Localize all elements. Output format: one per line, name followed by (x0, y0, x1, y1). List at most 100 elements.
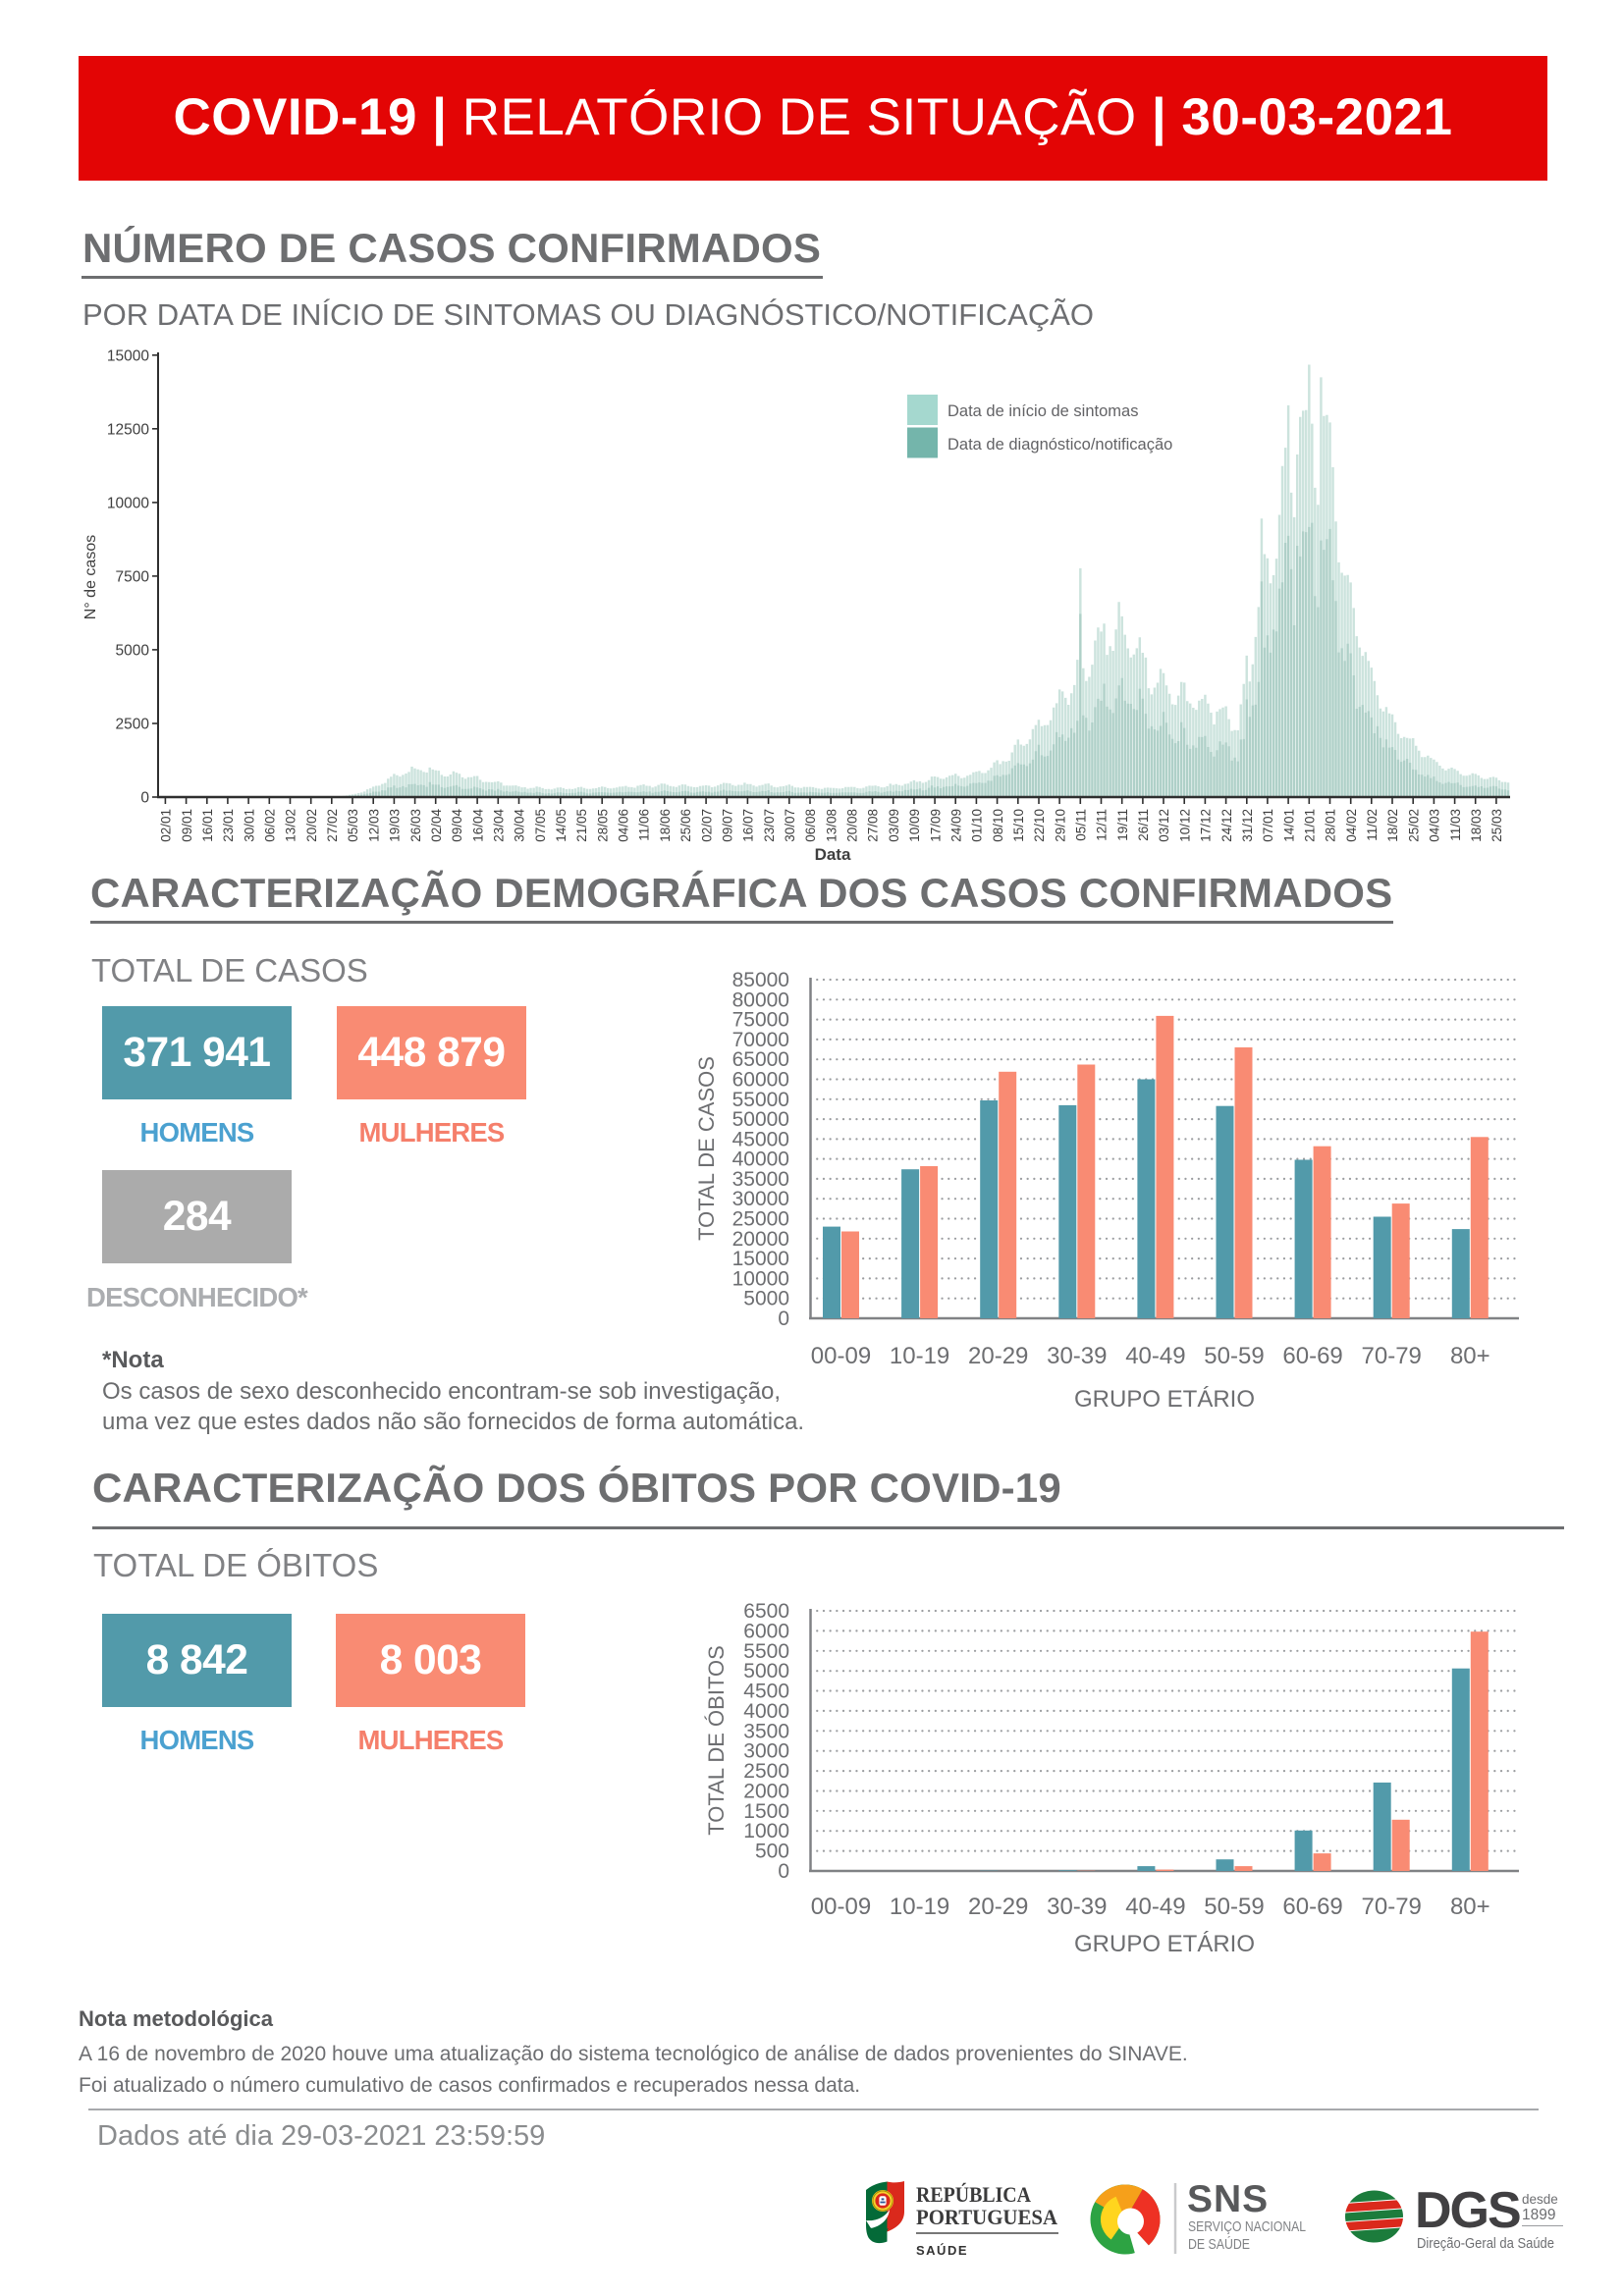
svg-text:5000: 5000 (743, 1660, 789, 1682)
svg-text:05/03: 05/03 (346, 809, 360, 842)
svg-text:REPÚBLICA: REPÚBLICA (916, 2182, 1031, 2207)
svg-text:3500: 3500 (743, 1720, 789, 1742)
svg-text:07/05: 07/05 (533, 809, 548, 842)
svg-text:09/07: 09/07 (721, 809, 735, 842)
svg-text:23/07: 23/07 (762, 809, 777, 842)
svg-text:5000: 5000 (743, 1288, 789, 1310)
svg-text:17/09: 17/09 (928, 809, 943, 842)
svg-text:16/01: 16/01 (200, 809, 215, 842)
svg-text:28/05: 28/05 (595, 809, 610, 842)
svg-text:04/02: 04/02 (1344, 809, 1359, 842)
svg-text:28/01: 28/01 (1324, 809, 1338, 842)
svg-text:55000: 55000 (732, 1089, 789, 1111)
svg-text:19/11: 19/11 (1115, 809, 1130, 841)
svg-text:26/03: 26/03 (408, 809, 423, 842)
svg-text:01/10: 01/10 (970, 809, 985, 842)
svg-text:5000: 5000 (116, 642, 150, 659)
svg-text:30-39: 30-39 (1047, 1343, 1107, 1369)
svg-text:5500: 5500 (743, 1640, 789, 1663)
svg-text:16/04: 16/04 (470, 809, 485, 842)
svg-text:00-09: 00-09 (811, 1894, 871, 1920)
svg-text:N° de casos: N° de casos (82, 535, 99, 619)
svg-text:75000: 75000 (732, 1009, 789, 1032)
svg-text:15000: 15000 (107, 347, 149, 364)
svg-text:18/02: 18/02 (1385, 809, 1400, 842)
svg-text:DE SAÚDE: DE SAÚDE (1188, 2236, 1250, 2253)
svg-text:18/03: 18/03 (1469, 809, 1484, 842)
svg-text:20/02: 20/02 (304, 809, 319, 842)
svg-text:02/01: 02/01 (159, 809, 174, 842)
svg-text:0: 0 (778, 1308, 789, 1330)
svg-text:Data de início de sintomas: Data de início de sintomas (947, 402, 1138, 420)
svg-text:30-39: 30-39 (1047, 1894, 1107, 1920)
svg-text:Data de diagnóstico/notificaçã: Data de diagnóstico/notificação (947, 436, 1172, 454)
svg-text:20-29: 20-29 (968, 1343, 1028, 1369)
svg-text:4500: 4500 (743, 1681, 789, 1703)
svg-text:40-49: 40-49 (1125, 1343, 1185, 1369)
svg-text:80+: 80+ (1450, 1343, 1490, 1369)
svg-text:65000: 65000 (732, 1048, 789, 1071)
svg-text:17/12: 17/12 (1199, 809, 1214, 842)
svg-text:18/06: 18/06 (658, 809, 673, 842)
svg-text:07/01: 07/01 (1261, 809, 1275, 842)
svg-text:31/12: 31/12 (1240, 809, 1255, 842)
svg-text:50-59: 50-59 (1204, 1894, 1264, 1920)
svg-text:13/08: 13/08 (824, 809, 839, 842)
svg-text:09/04: 09/04 (450, 809, 464, 842)
svg-text:1500: 1500 (743, 1800, 789, 1823)
svg-text:10000: 10000 (732, 1267, 789, 1290)
svg-text:50-59: 50-59 (1204, 1343, 1264, 1369)
svg-text:03/12: 03/12 (1157, 809, 1171, 842)
svg-text:03/09: 03/09 (887, 809, 901, 842)
svg-text:PORTUGUESA: PORTUGUESA (916, 2205, 1057, 2229)
svg-text:GRUPO ETÁRIO: GRUPO ETÁRIO (1074, 1931, 1255, 1957)
svg-text:85000: 85000 (732, 969, 789, 991)
svg-text:13/02: 13/02 (284, 809, 298, 842)
svg-text:00-09: 00-09 (811, 1343, 871, 1369)
svg-text:29/10: 29/10 (1053, 809, 1067, 842)
svg-text:TOTAL DE ÓBITOS: TOTAL DE ÓBITOS (704, 1645, 729, 1836)
svg-text:22/10: 22/10 (1032, 809, 1047, 842)
svg-text:40000: 40000 (732, 1148, 789, 1171)
svg-text:2500: 2500 (743, 1760, 789, 1783)
svg-text:24/12: 24/12 (1219, 809, 1234, 842)
svg-text:21/01: 21/01 (1303, 809, 1318, 842)
svg-text:12500: 12500 (107, 421, 149, 438)
svg-text:15/10: 15/10 (1011, 809, 1026, 842)
svg-text:11/02: 11/02 (1365, 809, 1380, 841)
svg-text:10/12: 10/12 (1177, 809, 1192, 842)
svg-text:GRUPO ETÁRIO: GRUPO ETÁRIO (1074, 1386, 1255, 1413)
svg-text:0: 0 (140, 790, 149, 807)
svg-text:35000: 35000 (732, 1168, 789, 1191)
svg-text:20000: 20000 (732, 1228, 789, 1251)
svg-text:02/07: 02/07 (699, 809, 714, 842)
svg-text:4000: 4000 (743, 1700, 789, 1723)
svg-text:30000: 30000 (732, 1188, 789, 1210)
svg-text:15000: 15000 (732, 1248, 789, 1270)
svg-text:30/01: 30/01 (242, 809, 256, 842)
svg-text:50000: 50000 (732, 1108, 789, 1131)
svg-text:16/07: 16/07 (741, 809, 756, 842)
svg-text:02/04: 02/04 (429, 809, 444, 842)
svg-text:2500: 2500 (116, 717, 150, 733)
svg-text:70-79: 70-79 (1362, 1343, 1422, 1369)
svg-text:1899: 1899 (1522, 2207, 1555, 2223)
svg-text:0: 0 (778, 1860, 789, 1883)
svg-text:04/03: 04/03 (1428, 809, 1442, 842)
svg-text:TOTAL DE CASOS: TOTAL DE CASOS (694, 1056, 719, 1241)
svg-text:27/02: 27/02 (325, 809, 340, 842)
svg-text:25/03: 25/03 (1489, 809, 1504, 842)
svg-text:12/11: 12/11 (1095, 809, 1110, 841)
svg-text:SERVIÇO NACIONAL: SERVIÇO NACIONAL (1188, 2218, 1306, 2235)
svg-text:6500: 6500 (743, 1600, 789, 1623)
svg-text:08/10: 08/10 (991, 809, 1005, 842)
svg-text:10/09: 10/09 (907, 809, 922, 842)
svg-text:3000: 3000 (743, 1740, 789, 1763)
svg-text:27/08: 27/08 (866, 809, 881, 842)
svg-text:11/06: 11/06 (637, 809, 652, 841)
svg-text:70000: 70000 (732, 1029, 789, 1051)
svg-text:12/03: 12/03 (366, 809, 381, 842)
svg-text:1000: 1000 (743, 1820, 789, 1842)
svg-text:DGS: DGS (1415, 2182, 1520, 2239)
svg-text:Data: Data (815, 845, 851, 864)
